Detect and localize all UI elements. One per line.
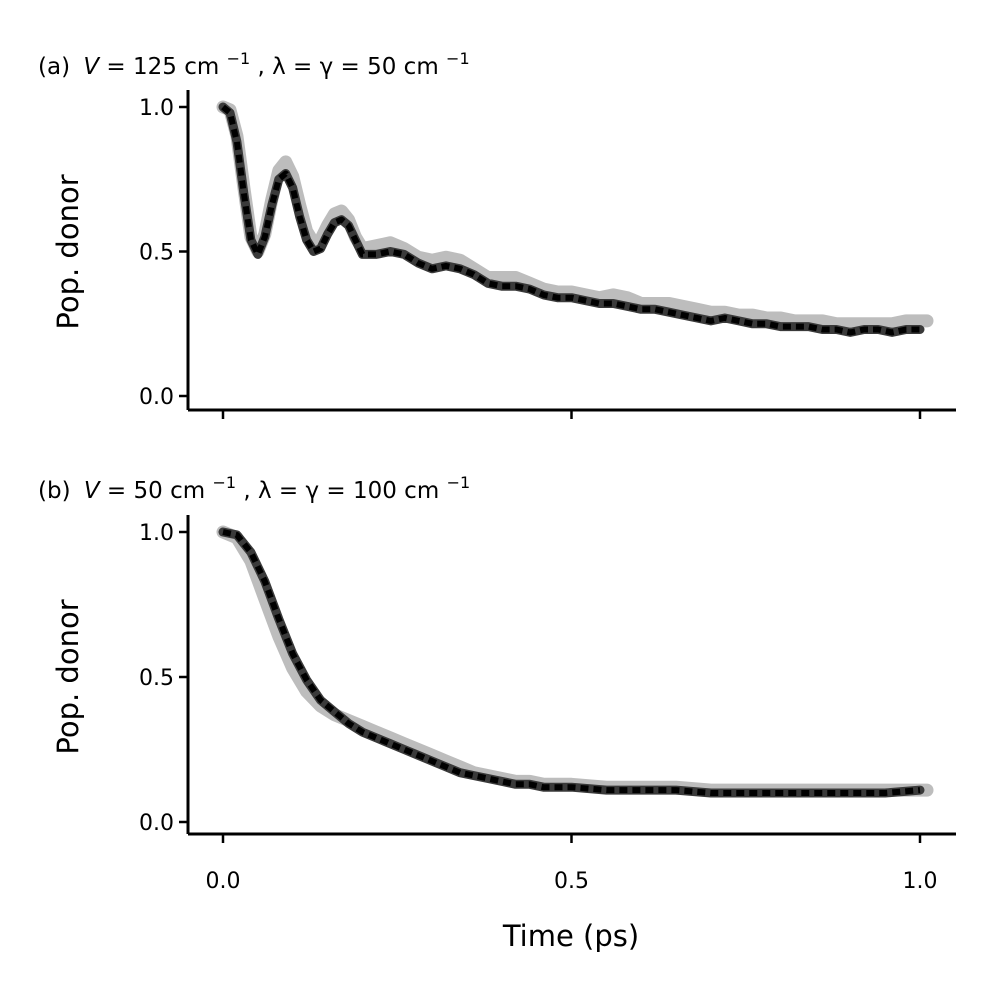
panel-a-series-reference [216, 100, 934, 331]
panel-a-ylabel: Pop. donor [51, 174, 85, 329]
panel-b-title-eq1: = 50 cm [107, 478, 205, 504]
panel-b-title-mid: , λ = γ = 100 cm [243, 478, 439, 504]
panel-a-ytick-label: 1.0 [139, 96, 174, 121]
panel-b-title-sup2: −1 [447, 473, 471, 492]
panel-b-curves [216, 525, 934, 798]
panel-b-xlabel: Time (ps) [502, 919, 639, 953]
panel-b-xtick-label: 1.0 [903, 869, 938, 894]
panel-b-ytick-label: 0.5 [139, 666, 174, 691]
panel-b-series-result [218, 527, 925, 798]
panel-a-curves [216, 100, 934, 337]
panel-a-ticks: 0.0 0.5 1.0 [139, 96, 922, 419]
panel-a-title-v: V [83, 54, 101, 80]
panel-b-title-sup1: −1 [212, 473, 236, 492]
panel-a-ytick-label: 0.0 [139, 385, 174, 410]
panel-a-title-sup1: −1 [227, 49, 251, 68]
panel-a: (a) V = 125 cm −1 , λ = γ = 50 cm −1 Pop… [38, 44, 956, 419]
panel-b: (b) V = 50 cm −1 , λ = γ = 100 cm −1 Pop… [38, 468, 956, 953]
panel-b-xtick-label: 0.0 [206, 869, 241, 894]
panel-b-ytick-label: 1.0 [139, 521, 174, 546]
panel-a-ytick-label: 0.5 [139, 241, 174, 266]
panel-a-series-result [218, 102, 925, 337]
panel-b-series-result-dashed [222, 529, 921, 796]
panel-b-xtick-label: 0.5 [554, 869, 589, 894]
panel-a-title-prefix: (a) [38, 54, 70, 80]
panel-a-title-mid: , λ = γ = 50 cm [257, 54, 438, 80]
panel-b-title-prefix: (b) [38, 478, 71, 504]
panel-b-ylabel: Pop. donor [51, 599, 85, 754]
panel-a-title-eq1: = 125 cm [106, 54, 219, 80]
panel-a-title: (a) V = 125 cm −1 , λ = γ = 50 cm −1 [38, 44, 470, 80]
panel-a-title-sup2: −1 [446, 49, 470, 68]
panel-b-ytick-label: 0.0 [139, 811, 174, 836]
panel-b-title: (b) V = 50 cm −1 , λ = γ = 100 cm −1 [38, 468, 470, 504]
panel-b-title-v: V [84, 478, 102, 504]
panel-b-series-reference [216, 525, 934, 797]
